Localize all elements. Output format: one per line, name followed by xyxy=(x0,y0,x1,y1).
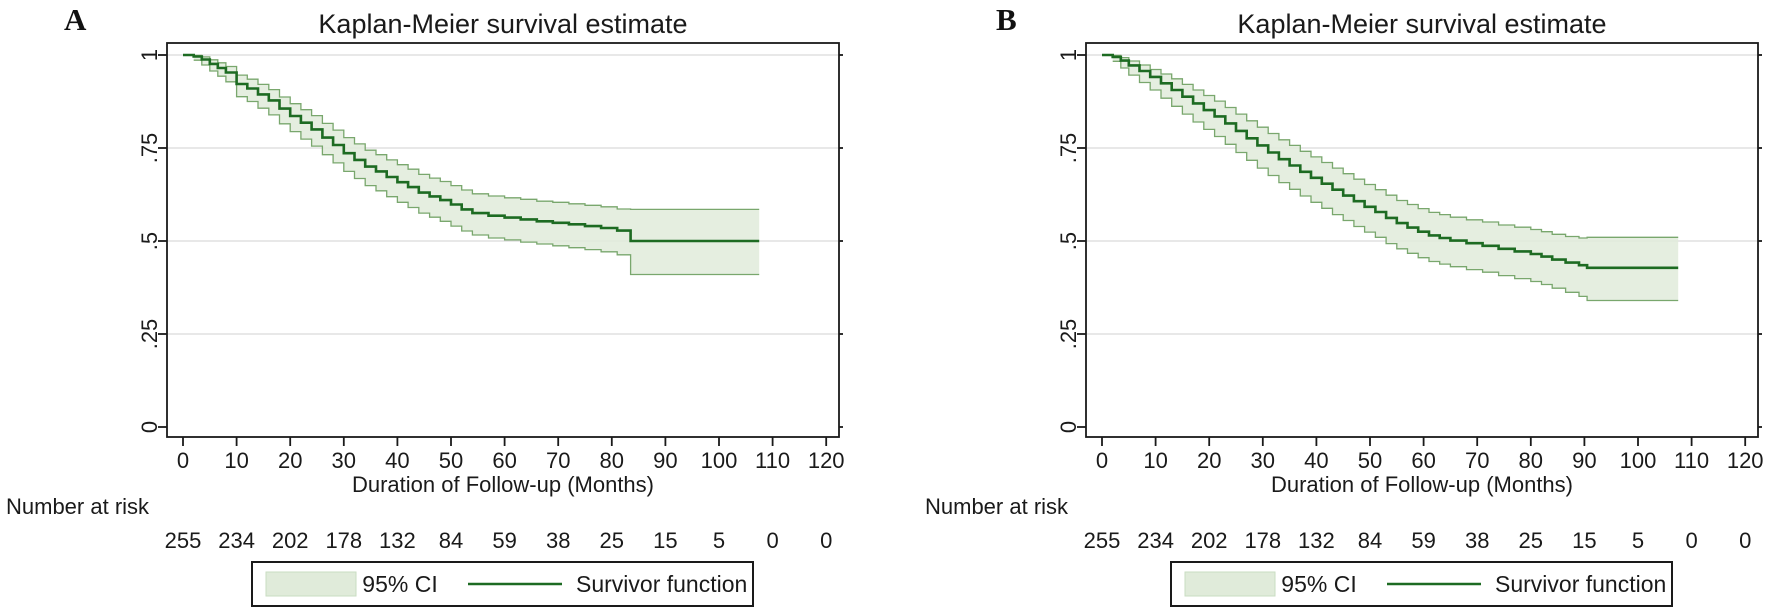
survivor-line xyxy=(1102,53,1679,270)
ci-lower-edge xyxy=(193,59,760,276)
x-tick-label: 50 xyxy=(1358,448,1382,473)
risk-count: 255 xyxy=(1084,528,1121,553)
risk-count: 15 xyxy=(1572,528,1596,553)
y-tick-label: 0 xyxy=(1056,421,1081,433)
risk-count: 38 xyxy=(1465,528,1489,553)
x-axis-title: Duration of Follow-up (Months) xyxy=(1271,472,1573,497)
risk-count: 0 xyxy=(1739,528,1751,553)
risk-count: 5 xyxy=(1632,528,1644,553)
risk-count: 59 xyxy=(492,528,516,553)
panel-label-b: B xyxy=(996,2,1017,37)
risk-count: 178 xyxy=(1244,528,1281,553)
y-tick-label: .75 xyxy=(1056,133,1081,164)
survivor-line xyxy=(183,53,760,243)
ci-upper-edge xyxy=(193,54,760,211)
legend-ci-label: 95% CI xyxy=(1281,571,1356,597)
risk-count: 38 xyxy=(546,528,570,553)
risk-count: 84 xyxy=(1358,528,1382,553)
risk-count: 132 xyxy=(379,528,416,553)
risk-row-label: Number at risk xyxy=(925,494,1069,519)
risk-count: 59 xyxy=(1411,528,1435,553)
x-tick-label: 20 xyxy=(278,448,302,473)
plot-frame xyxy=(166,42,840,438)
risk-count: 25 xyxy=(600,528,624,553)
x-tick-label: 30 xyxy=(1251,448,1275,473)
x-axis-title: Duration of Follow-up (Months) xyxy=(352,472,654,497)
x-tick-label: 60 xyxy=(1411,448,1435,473)
risk-count: 234 xyxy=(218,528,255,553)
legend-ci-swatch xyxy=(265,571,357,597)
y-tick-label: 0 xyxy=(137,421,162,433)
legend-survivor-label: Survivor function xyxy=(1495,571,1666,597)
y-tick-label: .25 xyxy=(1056,319,1081,350)
risk-count: 132 xyxy=(1298,528,1335,553)
x-tick-label: 80 xyxy=(1519,448,1543,473)
x-tick-label: 30 xyxy=(332,448,356,473)
x-tick-label: 50 xyxy=(439,448,463,473)
chart-title: Kaplan-Meier survival estimate xyxy=(318,9,687,39)
y-tick-label: 1 xyxy=(137,49,162,61)
x-tick-label: 120 xyxy=(1727,448,1764,473)
x-tick-label: 10 xyxy=(1143,448,1167,473)
risk-count: 0 xyxy=(820,528,832,553)
plot-frame xyxy=(1085,42,1759,438)
x-tick-label: 70 xyxy=(1465,448,1489,473)
chart-title: Kaplan-Meier survival estimate xyxy=(1237,9,1606,39)
legend-survivor-label: Survivor function xyxy=(576,571,747,597)
ci-band xyxy=(193,55,760,275)
x-tick-label: 100 xyxy=(1620,448,1657,473)
risk-count: 202 xyxy=(1191,528,1228,553)
x-tick-label: 0 xyxy=(1096,448,1108,473)
risk-row-label: Number at risk xyxy=(6,494,150,519)
y-tick-label: 1 xyxy=(1056,49,1081,61)
risk-count: 84 xyxy=(439,528,463,553)
x-tick-label: 100 xyxy=(701,448,738,473)
risk-count: 5 xyxy=(713,528,725,553)
x-tick-label: 40 xyxy=(385,448,409,473)
x-tick-label: 90 xyxy=(653,448,677,473)
y-tick-label: .25 xyxy=(137,319,162,350)
legend-ci-label: 95% CI xyxy=(362,571,437,597)
risk-count: 15 xyxy=(653,528,677,553)
y-tick-label: .75 xyxy=(137,133,162,164)
ci-lower-edge xyxy=(1112,60,1679,302)
y-tick-label: .5 xyxy=(137,232,162,250)
risk-count: 202 xyxy=(272,528,309,553)
ci-upper-edge xyxy=(1112,54,1679,239)
x-tick-label: 0 xyxy=(177,448,189,473)
ci-band xyxy=(1112,55,1679,301)
km-plot-panel-b: Kaplan-Meier survival estimate 0 .25 .5 .75 1… xyxy=(925,9,1764,607)
risk-count: 0 xyxy=(766,528,778,553)
panel-label-a: A xyxy=(64,2,87,37)
risk-count: 178 xyxy=(325,528,362,553)
x-tick-label: 110 xyxy=(1674,448,1709,473)
x-tick-label: 120 xyxy=(808,448,845,473)
y-tick-label: .5 xyxy=(1056,232,1081,250)
x-tick-label: 90 xyxy=(1572,448,1596,473)
km-plot-panel-a: Kaplan-Meier survival estimate 0 .25 .5 .75 1… xyxy=(6,9,845,607)
legend-ci-swatch xyxy=(1184,571,1276,597)
risk-count: 0 xyxy=(1685,528,1697,553)
x-tick-label: 60 xyxy=(492,448,516,473)
x-tick-label: 40 xyxy=(1304,448,1328,473)
x-tick-label: 70 xyxy=(546,448,570,473)
risk-count: 255 xyxy=(165,528,202,553)
x-tick-label: 80 xyxy=(600,448,624,473)
x-tick-label: 20 xyxy=(1197,448,1221,473)
risk-count: 234 xyxy=(1137,528,1174,553)
x-tick-label: 110 xyxy=(755,448,790,473)
risk-count: 25 xyxy=(1519,528,1543,553)
x-tick-label: 10 xyxy=(224,448,248,473)
